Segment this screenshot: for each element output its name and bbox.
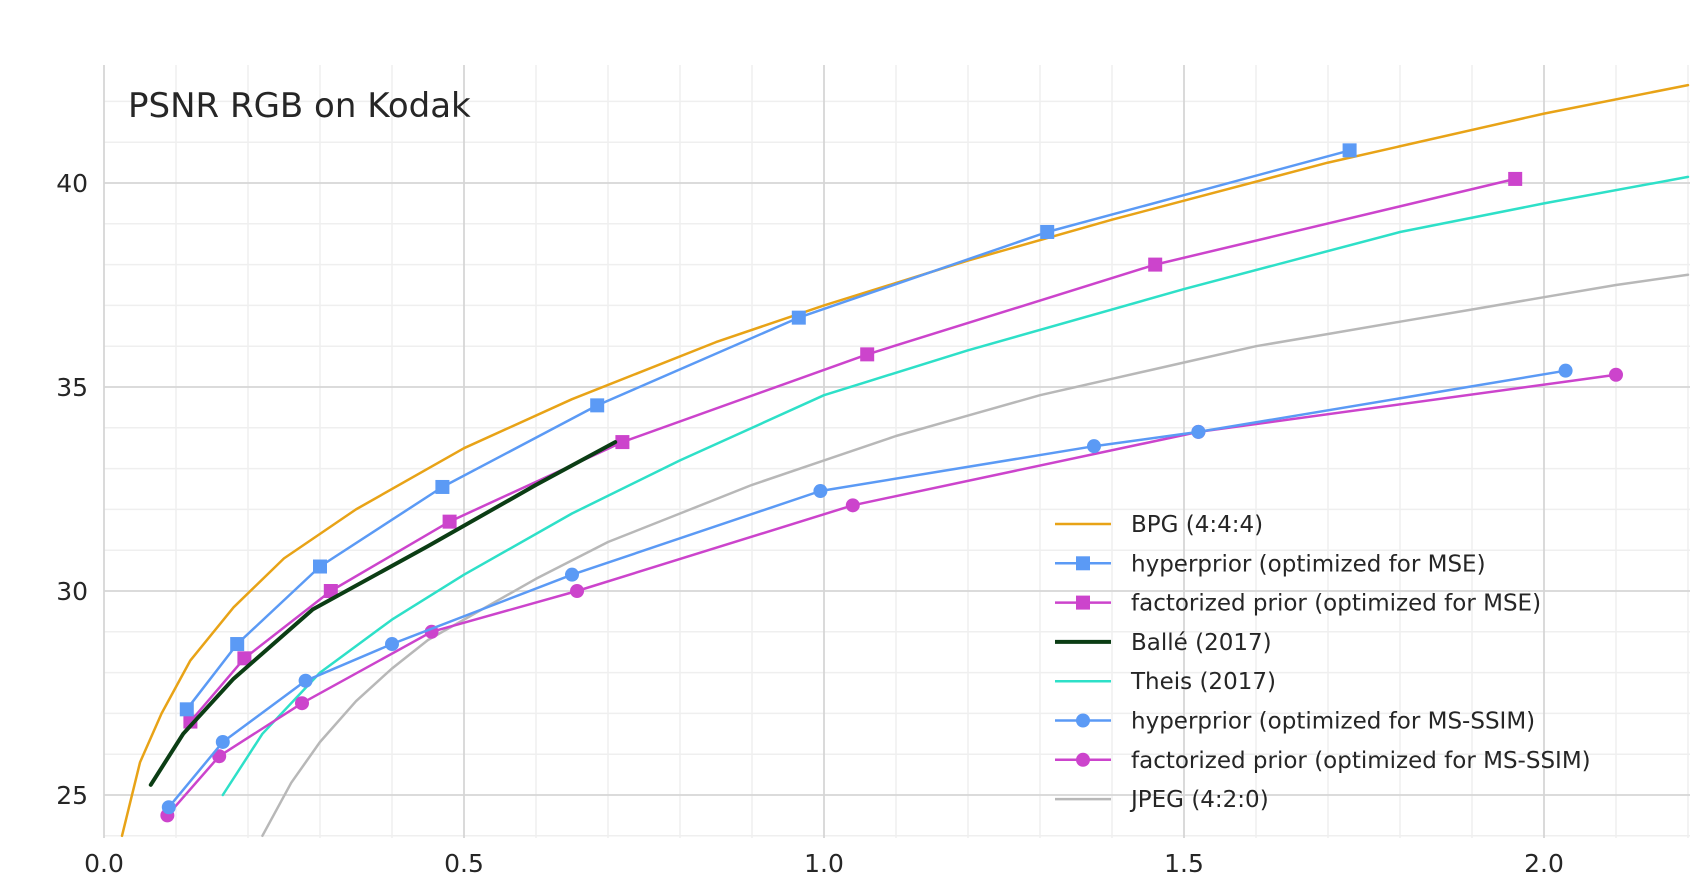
- series-group: [183, 171, 1523, 729]
- data-point: [590, 398, 605, 413]
- x-tick-label: 1.5: [1164, 849, 1204, 878]
- series-line: [148, 440, 618, 787]
- major-grid: [103, 65, 1690, 838]
- y-tick-label: 30: [56, 577, 88, 606]
- data-point: [813, 484, 828, 499]
- x-tick-label: 0.5: [444, 849, 484, 878]
- data-point: [313, 559, 327, 574]
- data-point: [860, 347, 875, 362]
- legend-item: BPG (4:4:4): [1055, 512, 1263, 538]
- series-group: [221, 175, 1690, 797]
- data-point: [161, 800, 176, 815]
- data-point: [215, 734, 230, 749]
- series-line: [185, 149, 1351, 711]
- legend-item: factorized prior (optimized for MSE): [1055, 591, 1541, 617]
- series-line: [261, 273, 1690, 838]
- data-point: [1342, 143, 1357, 158]
- data-point: [570, 584, 585, 598]
- series-group: [179, 143, 1357, 717]
- data-point: [1508, 171, 1523, 186]
- legend-marker: [1076, 595, 1090, 610]
- data-point: [1609, 367, 1623, 382]
- legend-label: factorized prior (optimized for MSE): [1131, 591, 1541, 617]
- legend-label: factorized prior (optimized for MS-SSIM): [1131, 748, 1591, 774]
- tick-labels: 0.0 0.5 1.0 1.5 2.0 25 30 35 40: [56, 169, 1564, 878]
- legend-item: Theis (2017): [1055, 669, 1276, 695]
- data-point: [295, 696, 309, 711]
- legend-marker: [1076, 752, 1090, 767]
- data-point: [1148, 257, 1163, 272]
- data-point: [298, 673, 313, 688]
- series-line: [189, 177, 1517, 723]
- data-point: [212, 749, 227, 764]
- x-tick-label: 0.0: [84, 849, 124, 878]
- x-tick-label: 1.0: [804, 849, 844, 878]
- data-point: [237, 651, 252, 666]
- data-point: [435, 479, 450, 494]
- series-group: [148, 440, 618, 787]
- data-point: [323, 584, 338, 598]
- legend-label: Theis (2017): [1130, 669, 1276, 695]
- legend: BPG (4:4:4) hyperprior (optimized for MSE…: [1055, 512, 1591, 813]
- legend-item: Ballé (2017): [1055, 630, 1272, 656]
- x-tick-label: 2.0: [1524, 849, 1564, 878]
- data-point: [565, 567, 579, 582]
- chart-title: PSNR RGB on Kodak: [128, 86, 471, 126]
- series-line: [221, 175, 1690, 797]
- series-group: [261, 273, 1690, 838]
- legend-item: JPEG (4:2:0): [1055, 787, 1269, 813]
- legend-item: factorized prior (optimized for MS-SSIM): [1055, 748, 1591, 774]
- legend-label: Ballé (2017): [1131, 630, 1272, 656]
- y-tick-label: 25: [56, 781, 88, 810]
- legend-marker: [1076, 713, 1090, 728]
- data-point: [179, 702, 194, 717]
- series-line: [120, 83, 1690, 838]
- data-point: [1558, 363, 1573, 378]
- data-point: [385, 637, 399, 652]
- series-group: [120, 83, 1690, 838]
- data-point: [615, 435, 630, 450]
- y-tick-label: 35: [56, 373, 88, 402]
- legend-label: hyperprior (optimized for MSE): [1131, 551, 1486, 577]
- legend-label: BPG (4:4:4): [1131, 512, 1263, 538]
- data-point: [230, 637, 245, 652]
- legend-marker: [1076, 556, 1090, 571]
- data-point: [442, 514, 457, 529]
- data-point: [1087, 439, 1101, 454]
- series-layer: [120, 83, 1690, 838]
- data-point: [1040, 224, 1055, 239]
- data-point: [845, 498, 860, 513]
- legend-item: hyperprior (optimized for MS-SSIM): [1055, 709, 1535, 735]
- y-tick-label: 40: [56, 169, 88, 198]
- legend-item: hyperprior (optimized for MSE): [1055, 551, 1486, 577]
- data-point: [791, 310, 806, 325]
- series-group: [161, 363, 1573, 815]
- data-point: [1191, 424, 1206, 439]
- legend-label: JPEG (4:2:0): [1129, 787, 1269, 813]
- legend-label: hyperprior (optimized for MS-SSIM): [1131, 709, 1535, 735]
- series-line: [166, 373, 1618, 817]
